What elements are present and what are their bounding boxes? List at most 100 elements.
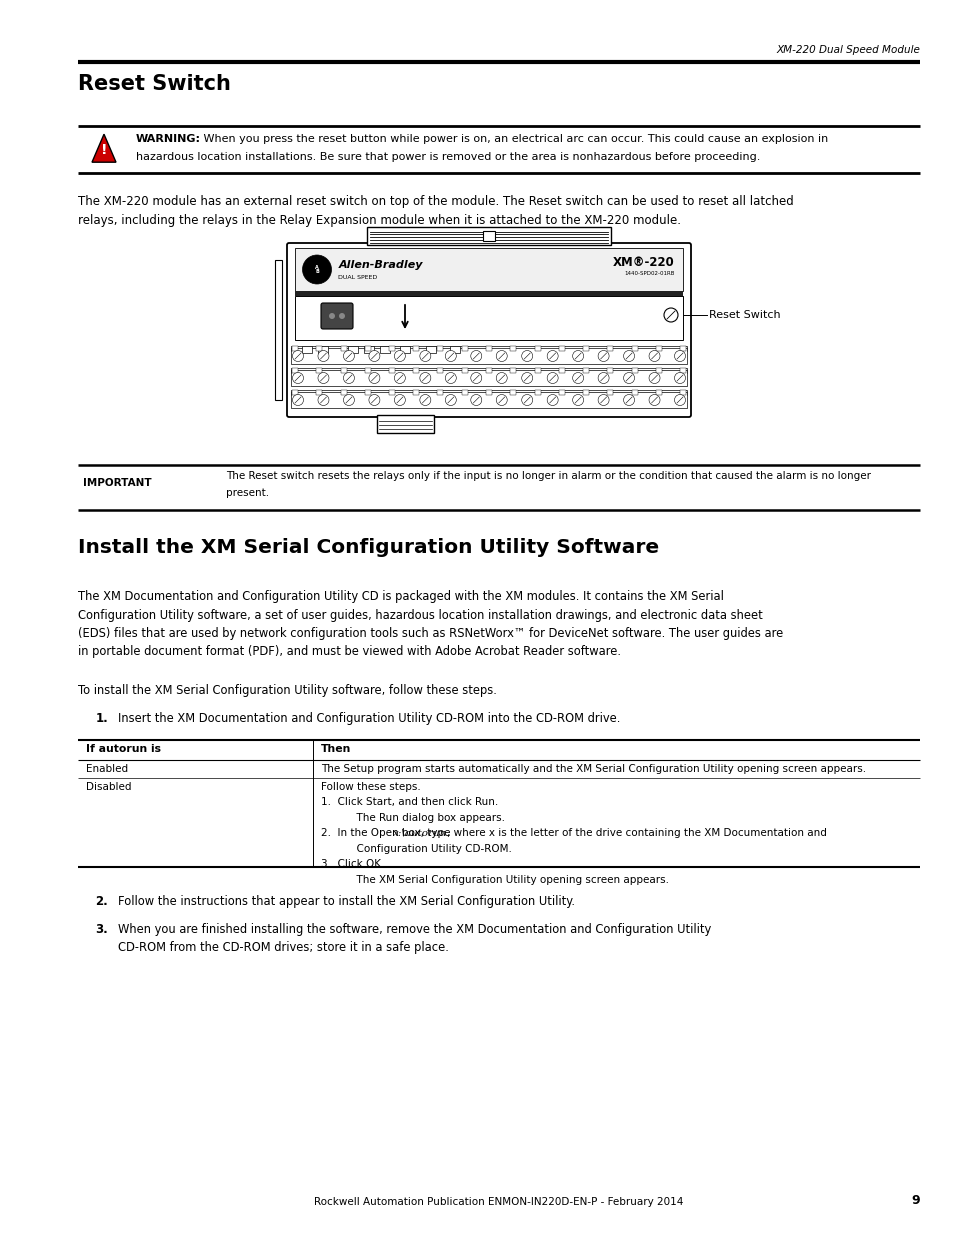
Text: The Setup program starts automatically and the XM Serial Configuration Utility o: The Setup program starts automatically a…: [320, 764, 865, 774]
Circle shape: [329, 312, 335, 319]
Circle shape: [572, 373, 583, 384]
FancyBboxPatch shape: [320, 303, 353, 329]
Circle shape: [521, 394, 532, 405]
Bar: [437, 368, 443, 373]
Text: hazardous location installations. Be sure that power is removed or the area is n: hazardous location installations. Be sur…: [136, 152, 760, 162]
Circle shape: [317, 351, 329, 362]
Bar: [340, 346, 346, 351]
Bar: [534, 346, 540, 351]
Bar: [607, 346, 613, 351]
Text: The XM Serial Configuration Utility opening screen appears.: The XM Serial Configuration Utility open…: [336, 874, 668, 884]
Bar: [376, 415, 434, 433]
Text: Insert the XM Documentation and Configuration Utility CD-ROM into the CD-ROM dri: Insert the XM Documentation and Configur…: [118, 713, 619, 725]
Text: Disabled: Disabled: [86, 782, 132, 792]
Circle shape: [496, 373, 507, 384]
Text: Follow these steps.: Follow these steps.: [320, 782, 420, 792]
Text: To install the XM Serial Configuration Utility software, follow these steps.: To install the XM Serial Configuration U…: [78, 684, 497, 697]
Text: relays, including the relays in the Relay Expansion module when it is attached t: relays, including the relays in the Rela…: [78, 214, 680, 227]
Text: The XM-220 module has an external reset switch on top of the module. The Reset s: The XM-220 module has an external reset …: [78, 195, 793, 207]
Bar: [291, 348, 686, 364]
Circle shape: [470, 373, 481, 384]
Text: , where x is the letter of the drive containing the XM Documentation and: , where x is the letter of the drive con…: [447, 827, 826, 839]
Text: Reset Switch: Reset Switch: [78, 74, 231, 94]
Circle shape: [343, 394, 355, 405]
Circle shape: [547, 373, 558, 384]
Bar: [582, 368, 588, 373]
Bar: [292, 346, 297, 351]
Circle shape: [343, 351, 355, 362]
Circle shape: [470, 394, 481, 405]
Circle shape: [496, 394, 507, 405]
Bar: [340, 368, 346, 373]
Text: Enabled: Enabled: [86, 764, 128, 774]
Circle shape: [394, 394, 405, 405]
Circle shape: [496, 351, 507, 362]
Text: DUAL SPEED: DUAL SPEED: [338, 275, 377, 280]
Circle shape: [445, 351, 456, 362]
Circle shape: [648, 351, 659, 362]
Text: present.: present.: [226, 488, 269, 498]
Bar: [413, 346, 418, 351]
Circle shape: [648, 373, 659, 384]
Circle shape: [623, 351, 634, 362]
Text: 2.  In the Open box, type: 2. In the Open box, type: [320, 827, 454, 839]
Text: If autorun is: If autorun is: [86, 743, 161, 755]
Circle shape: [547, 351, 558, 362]
Text: A
B: A B: [314, 264, 318, 274]
Bar: [317, 346, 328, 352]
Bar: [655, 390, 661, 395]
Bar: [379, 346, 390, 352]
Bar: [631, 368, 637, 373]
Circle shape: [445, 373, 456, 384]
Bar: [510, 346, 516, 351]
Bar: [302, 346, 312, 352]
Circle shape: [674, 373, 685, 384]
Circle shape: [623, 373, 634, 384]
Bar: [631, 346, 637, 351]
Bar: [292, 368, 297, 373]
Bar: [291, 346, 686, 351]
Bar: [655, 346, 661, 351]
Bar: [510, 368, 516, 373]
Bar: [679, 390, 685, 395]
Bar: [294, 248, 682, 291]
Circle shape: [293, 351, 303, 362]
Circle shape: [572, 351, 583, 362]
Circle shape: [663, 308, 678, 322]
Text: XM®-220: XM®-220: [613, 256, 675, 269]
Bar: [274, 261, 282, 400]
Bar: [292, 390, 297, 395]
Text: Follow the instructions that appear to install the XM Serial Configuration Utili: Follow the instructions that appear to i…: [118, 895, 575, 908]
Bar: [558, 390, 564, 395]
Bar: [364, 368, 371, 373]
Bar: [482, 231, 495, 241]
Text: Configuration Utility software, a set of user guides, hazardous location install: Configuration Utility software, a set of…: [78, 609, 762, 621]
Circle shape: [674, 394, 685, 405]
Text: IMPORTANT: IMPORTANT: [83, 478, 152, 489]
Bar: [364, 346, 374, 352]
Text: Configuration Utility CD-ROM.: Configuration Utility CD-ROM.: [336, 844, 512, 853]
Bar: [607, 390, 613, 395]
Bar: [607, 368, 613, 373]
Bar: [582, 346, 588, 351]
Circle shape: [338, 312, 345, 319]
Bar: [558, 368, 564, 373]
Text: The Reset switch resets the relays only if the input is no longer in alarm or th: The Reset switch resets the relays only …: [226, 471, 870, 480]
Bar: [437, 390, 443, 395]
Text: !: !: [101, 143, 107, 157]
Text: Allen-Bradley: Allen-Bradley: [338, 261, 422, 270]
Text: 1.: 1.: [95, 713, 108, 725]
Bar: [510, 390, 516, 395]
Bar: [294, 296, 682, 340]
Circle shape: [470, 351, 481, 362]
Text: CD-ROM from the CD-ROM drives; store it in a safe place.: CD-ROM from the CD-ROM drives; store it …: [118, 941, 449, 953]
Text: 1440-SPD02-01RB: 1440-SPD02-01RB: [624, 270, 675, 275]
Bar: [461, 390, 467, 395]
Circle shape: [369, 394, 379, 405]
Bar: [461, 368, 467, 373]
Bar: [413, 390, 418, 395]
Circle shape: [598, 351, 608, 362]
Text: 9: 9: [910, 1194, 919, 1207]
Bar: [399, 346, 410, 352]
FancyBboxPatch shape: [287, 243, 690, 417]
